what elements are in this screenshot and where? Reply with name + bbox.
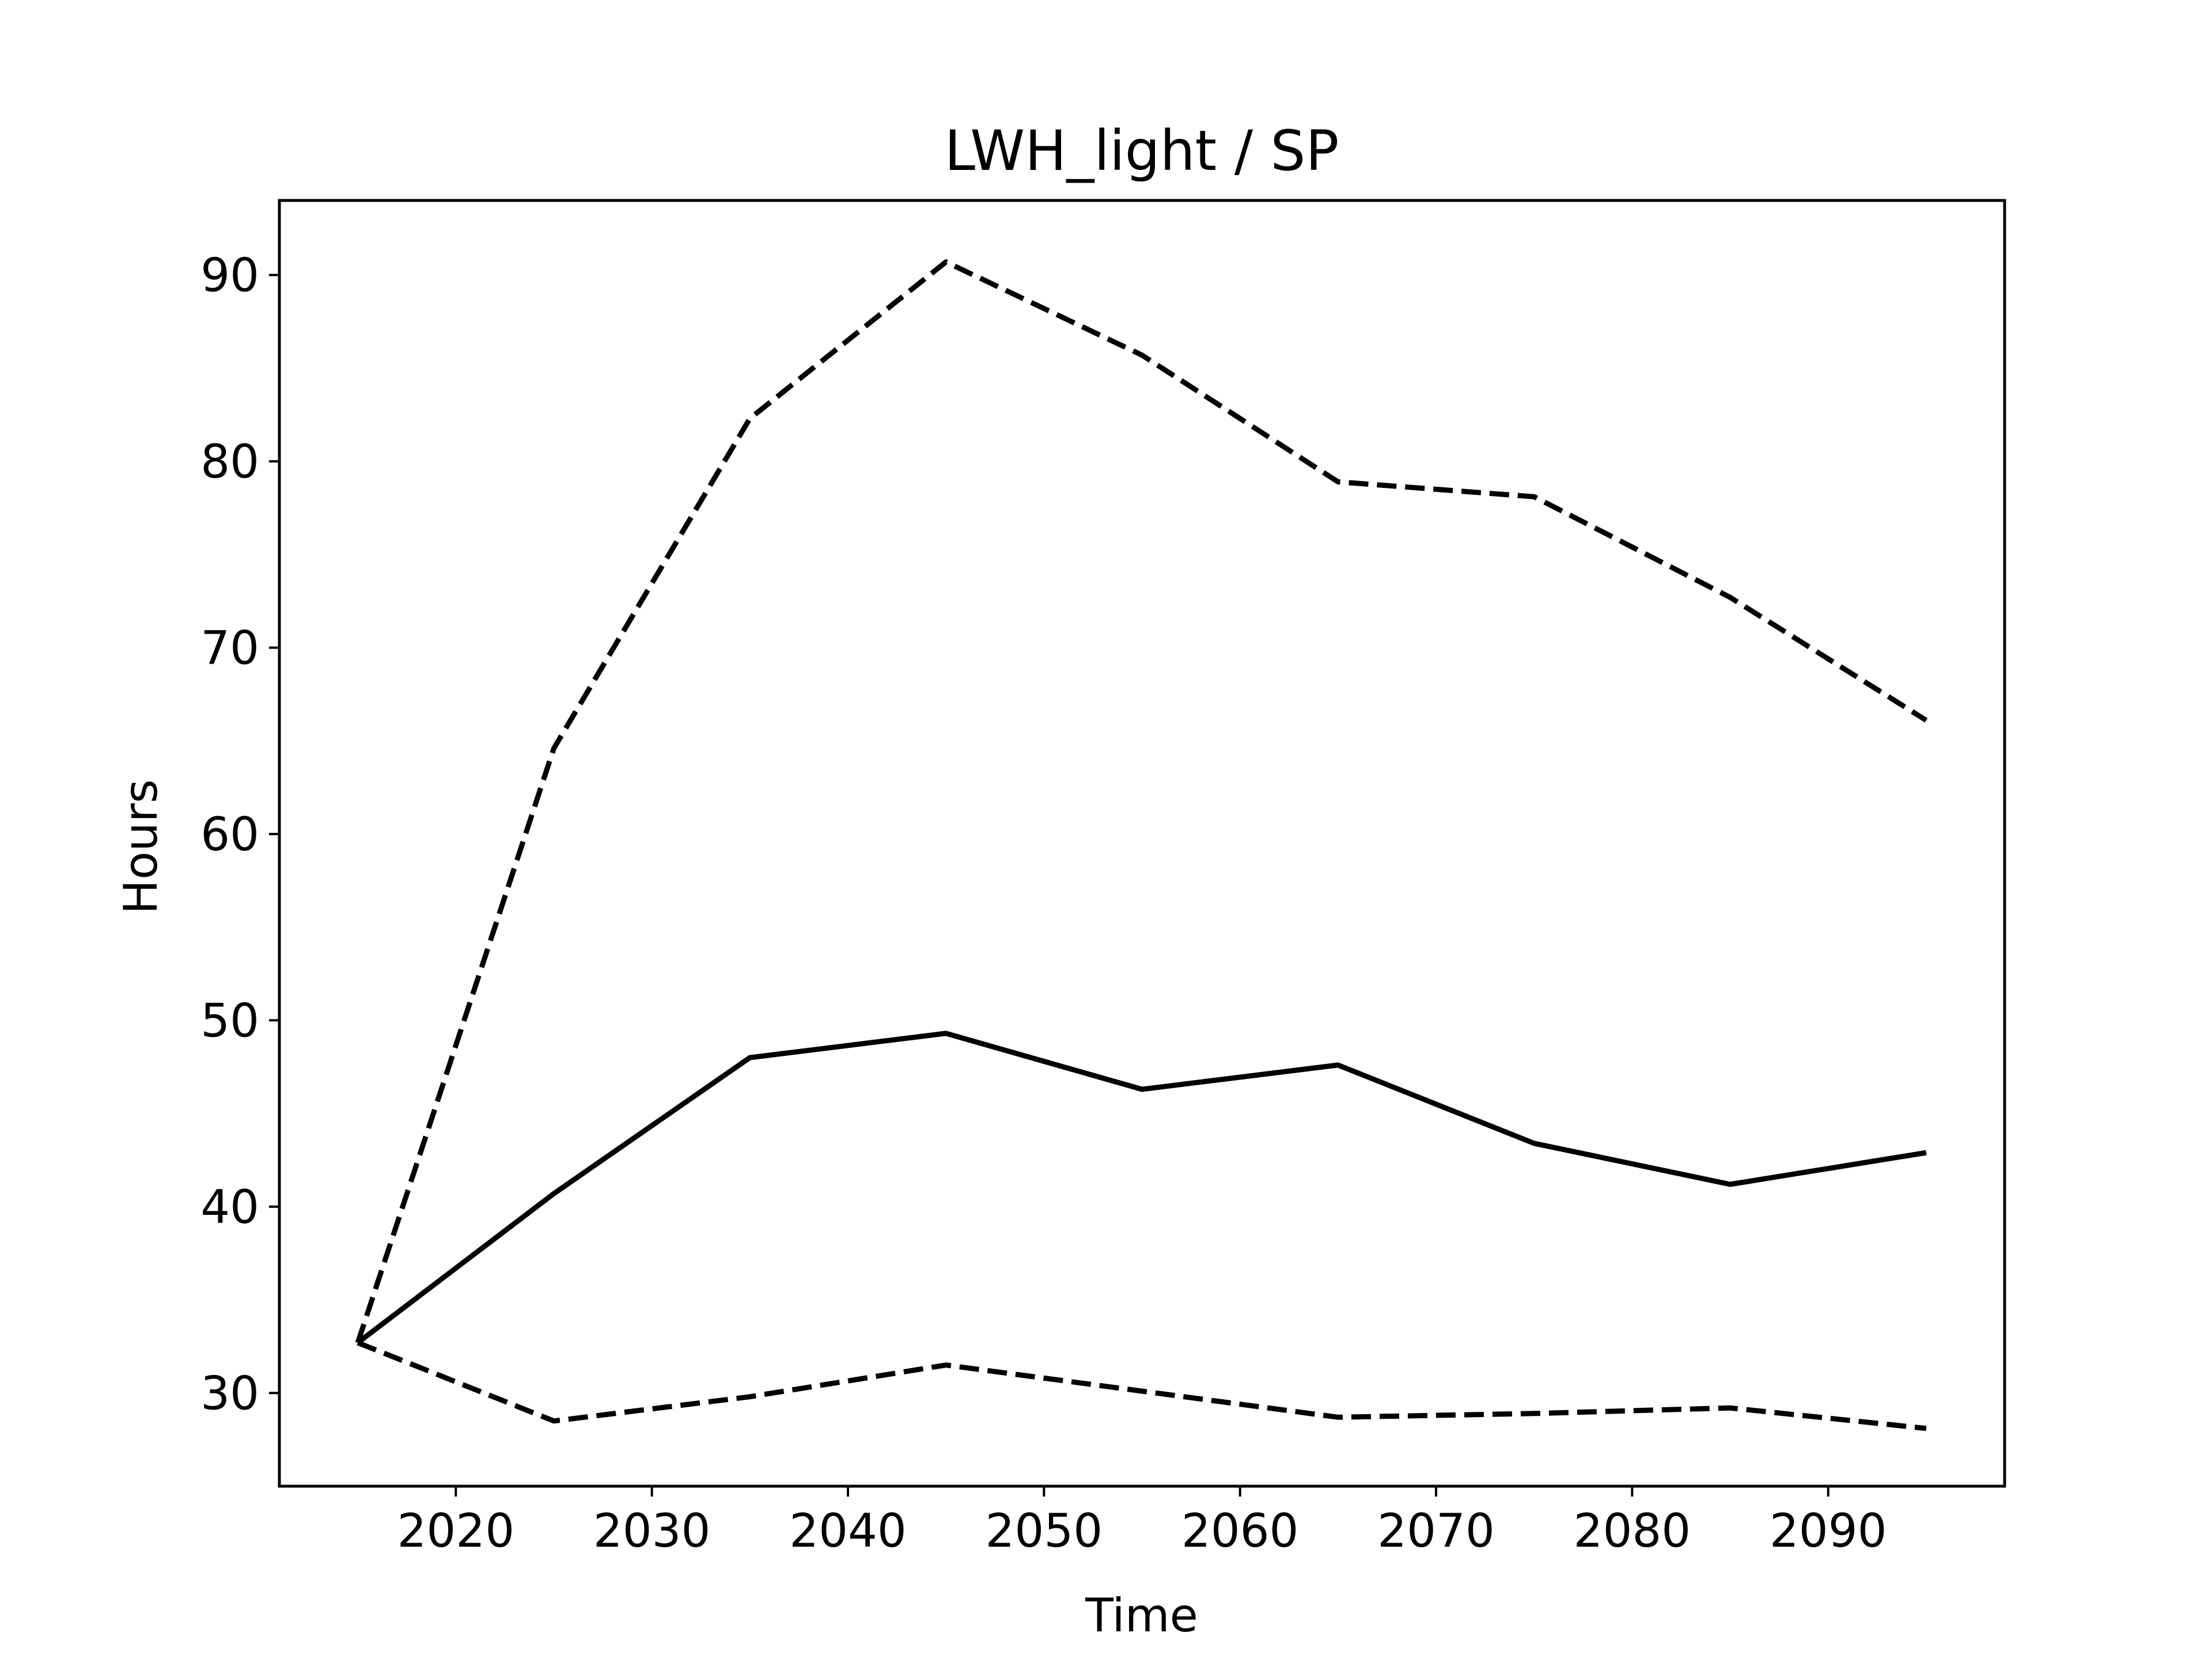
x-tick-label: 2030 [593, 1504, 711, 1558]
series-line-3-dashed [357, 1340, 1927, 1431]
plot-area-frame [278, 199, 2006, 1488]
y-tick-label: 40 [200, 1180, 259, 1234]
series-layer [355, 259, 1928, 1431]
series-line-1-solid [356, 1031, 1927, 1345]
y-tick-label: 30 [200, 1366, 259, 1420]
y-tick-label: 60 [200, 808, 259, 861]
y-tick-label: 90 [200, 248, 259, 302]
x-tick-label: 2020 [397, 1504, 515, 1558]
ticks-layer: 2020 2030 2040 2050 2060 2070 2080 2090 30 40 50 60… [200, 248, 1887, 1558]
y-axis-title: Hours [114, 779, 168, 914]
x-tick-label: 2050 [986, 1504, 1103, 1558]
x-tick-label: 2040 [789, 1504, 907, 1558]
y-tick-label: 80 [200, 435, 259, 488]
x-tick-label: 2080 [1574, 1504, 1691, 1558]
y-tick-label: 50 [200, 994, 259, 1047]
series-line-2-dashed [355, 259, 1928, 1344]
chart-title: LWH_light / SP [945, 119, 1339, 183]
y-tick-label: 70 [200, 621, 259, 675]
x-axis-title: Time [1085, 1589, 1198, 1642]
x-tick-label: 2060 [1181, 1504, 1299, 1558]
x-tick-label: 2090 [1770, 1504, 1887, 1558]
series-2-point [749, 418, 750, 419]
series-3-point [749, 1396, 750, 1397]
series-3-point [1534, 1413, 1535, 1414]
x-tick-label: 2070 [1377, 1504, 1495, 1558]
